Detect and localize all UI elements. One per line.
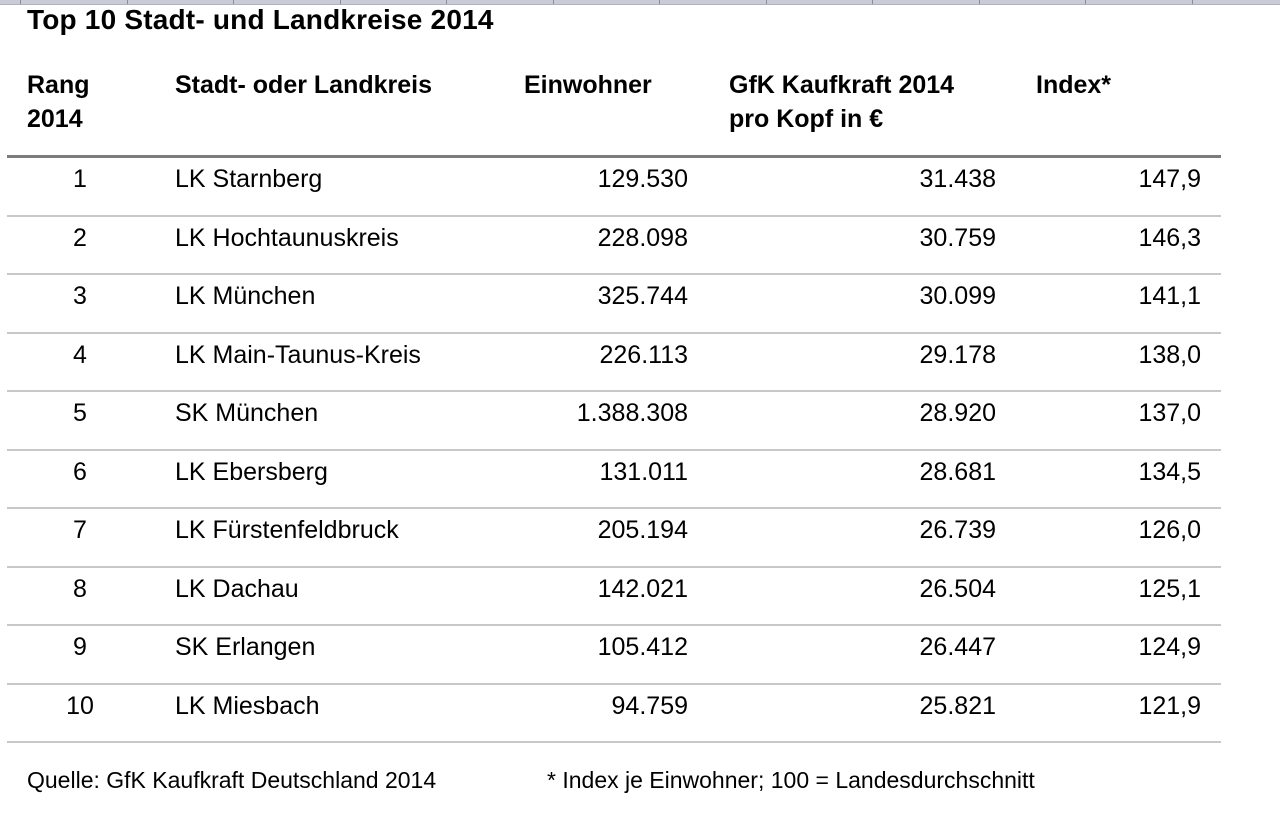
purchasing-power-cell: 31.438 — [919, 165, 996, 193]
purchasing-power-cell: 26.739 — [919, 516, 996, 544]
table-row: 10 LK Miesbach 94.759 25.821 121,9 — [0, 685, 1280, 743]
row-divider — [7, 507, 1221, 509]
purchasing-power-cell: 26.504 — [919, 574, 996, 603]
row-divider — [7, 448, 1221, 451]
name-cell: LK Ebersberg — [175, 457, 328, 486]
rank-cell: 4 — [73, 340, 87, 369]
population-cell: 205.194 — [597, 516, 688, 544]
table-row: 2 LK Hochtaunuskreis 228.098 30.759 146,3 — [0, 217, 1280, 275]
population-cell: 94.759 — [611, 691, 688, 720]
name-cell: LK Main-Taunus-Kreis — [175, 340, 421, 369]
name-cell: LK Dachau — [175, 574, 299, 603]
rank-cell: 3 — [73, 282, 87, 310]
name-cell: SK München — [175, 399, 319, 427]
row-divider — [7, 565, 1221, 568]
population-cell: 142.021 — [597, 574, 688, 603]
header-rank-line1: Rang — [27, 71, 90, 99]
header-name: Stadt- oder Landkreis — [175, 71, 432, 99]
purchasing-power-cell: 30.759 — [919, 223, 996, 252]
header-population: Einwohner — [524, 71, 652, 99]
row-divider — [7, 741, 1221, 743]
table-row: 4 LK Main-Taunus-Kreis 226.113 29.178 138,0 — [0, 334, 1280, 392]
index-cell: 134,5 — [1138, 457, 1201, 486]
table-row: 8 LK Dachau 142.021 26.504 125,1 — [0, 568, 1280, 626]
name-cell: LK Fürstenfeldbruck — [175, 516, 399, 544]
header-pp-line1: GfK Kaufkraft 2014 — [729, 71, 955, 99]
rank-cell: 2 — [73, 223, 87, 252]
purchasing-power-cell: 30.099 — [919, 282, 996, 310]
index-cell: 138,0 — [1138, 340, 1201, 369]
name-cell: LK München — [175, 282, 316, 310]
source-note: Quelle: GfK Kaufkraft Deutschland 2014 — [27, 767, 437, 793]
row-divider — [7, 682, 1221, 685]
purchasing-power-cell: 26.447 — [919, 633, 996, 661]
population-cell: 228.098 — [597, 223, 688, 252]
header-pp-line2: pro Kopf in € — [729, 105, 884, 133]
index-cell: 141,1 — [1138, 282, 1201, 310]
name-cell: LK Starnberg — [175, 165, 323, 193]
row-divider — [7, 390, 1221, 392]
population-cell: 131.011 — [599, 457, 688, 486]
population-cell: 105.412 — [597, 633, 688, 661]
rank-cell: 8 — [73, 574, 87, 603]
rank-cell: 9 — [73, 633, 87, 661]
population-cell: 226.113 — [599, 340, 688, 369]
index-cell: 124,9 — [1138, 633, 1201, 661]
table-row: 6 LK Ebersberg 131.011 28.681 134,5 — [0, 451, 1280, 509]
index-cell: 147,9 — [1138, 165, 1201, 193]
row-divider — [7, 624, 1221, 626]
purchasing-power-cell: 29.178 — [919, 340, 996, 369]
header-rank-line2: 2014 — [27, 105, 83, 133]
rank-cell: 6 — [73, 457, 87, 486]
index-footnote: * Index je Einwohner; 100 = Landesdurchs… — [547, 767, 1035, 793]
table-row: 3 LK München 325.744 30.099 141,1 — [0, 275, 1280, 334]
purchasing-power-cell: 28.681 — [919, 457, 996, 486]
header-rank: Rang 2014 — [27, 68, 90, 136]
index-cell: 126,0 — [1138, 516, 1201, 544]
population-cell: 325.744 — [597, 282, 688, 310]
name-cell: SK Erlangen — [175, 633, 316, 661]
page-title: Top 10 Stadt- und Landkreise 2014 — [27, 4, 494, 35]
header-purchasing-power: GfK Kaufkraft 2014 pro Kopf in € — [729, 68, 954, 136]
rank-cell: 7 — [73, 516, 87, 544]
rank-cell: 10 — [66, 691, 94, 720]
rank-cell: 1 — [73, 165, 87, 193]
table-row: 5 SK München 1.388.308 28.920 137,0 — [0, 392, 1280, 451]
index-cell: 125,1 — [1138, 574, 1201, 603]
table-row: 1 LK Starnberg 129.530 31.438 147,9 — [0, 158, 1280, 217]
row-divider — [7, 214, 1221, 217]
population-cell: 1.388.308 — [576, 399, 688, 427]
index-cell: 137,0 — [1138, 399, 1201, 427]
row-divider — [7, 273, 1221, 275]
index-cell: 146,3 — [1138, 223, 1201, 252]
rank-cell: 5 — [73, 399, 87, 427]
table-row: 7 LK Fürstenfeldbruck 205.194 26.739 126,0 — [0, 509, 1280, 568]
header-index: Index* — [1036, 71, 1112, 99]
population-cell: 129.530 — [597, 165, 688, 193]
name-cell: LK Hochtaunuskreis — [175, 223, 399, 252]
purchasing-power-cell: 28.920 — [919, 399, 996, 427]
table-row: 9 SK Erlangen 105.412 26.447 124,9 — [0, 626, 1280, 685]
name-cell: LK Miesbach — [175, 691, 320, 720]
header-divider — [7, 155, 1221, 158]
index-cell: 121,9 — [1138, 691, 1201, 720]
purchasing-power-cell: 25.821 — [919, 691, 996, 720]
ruler-bar — [0, 0, 1280, 5]
row-divider — [7, 331, 1221, 334]
